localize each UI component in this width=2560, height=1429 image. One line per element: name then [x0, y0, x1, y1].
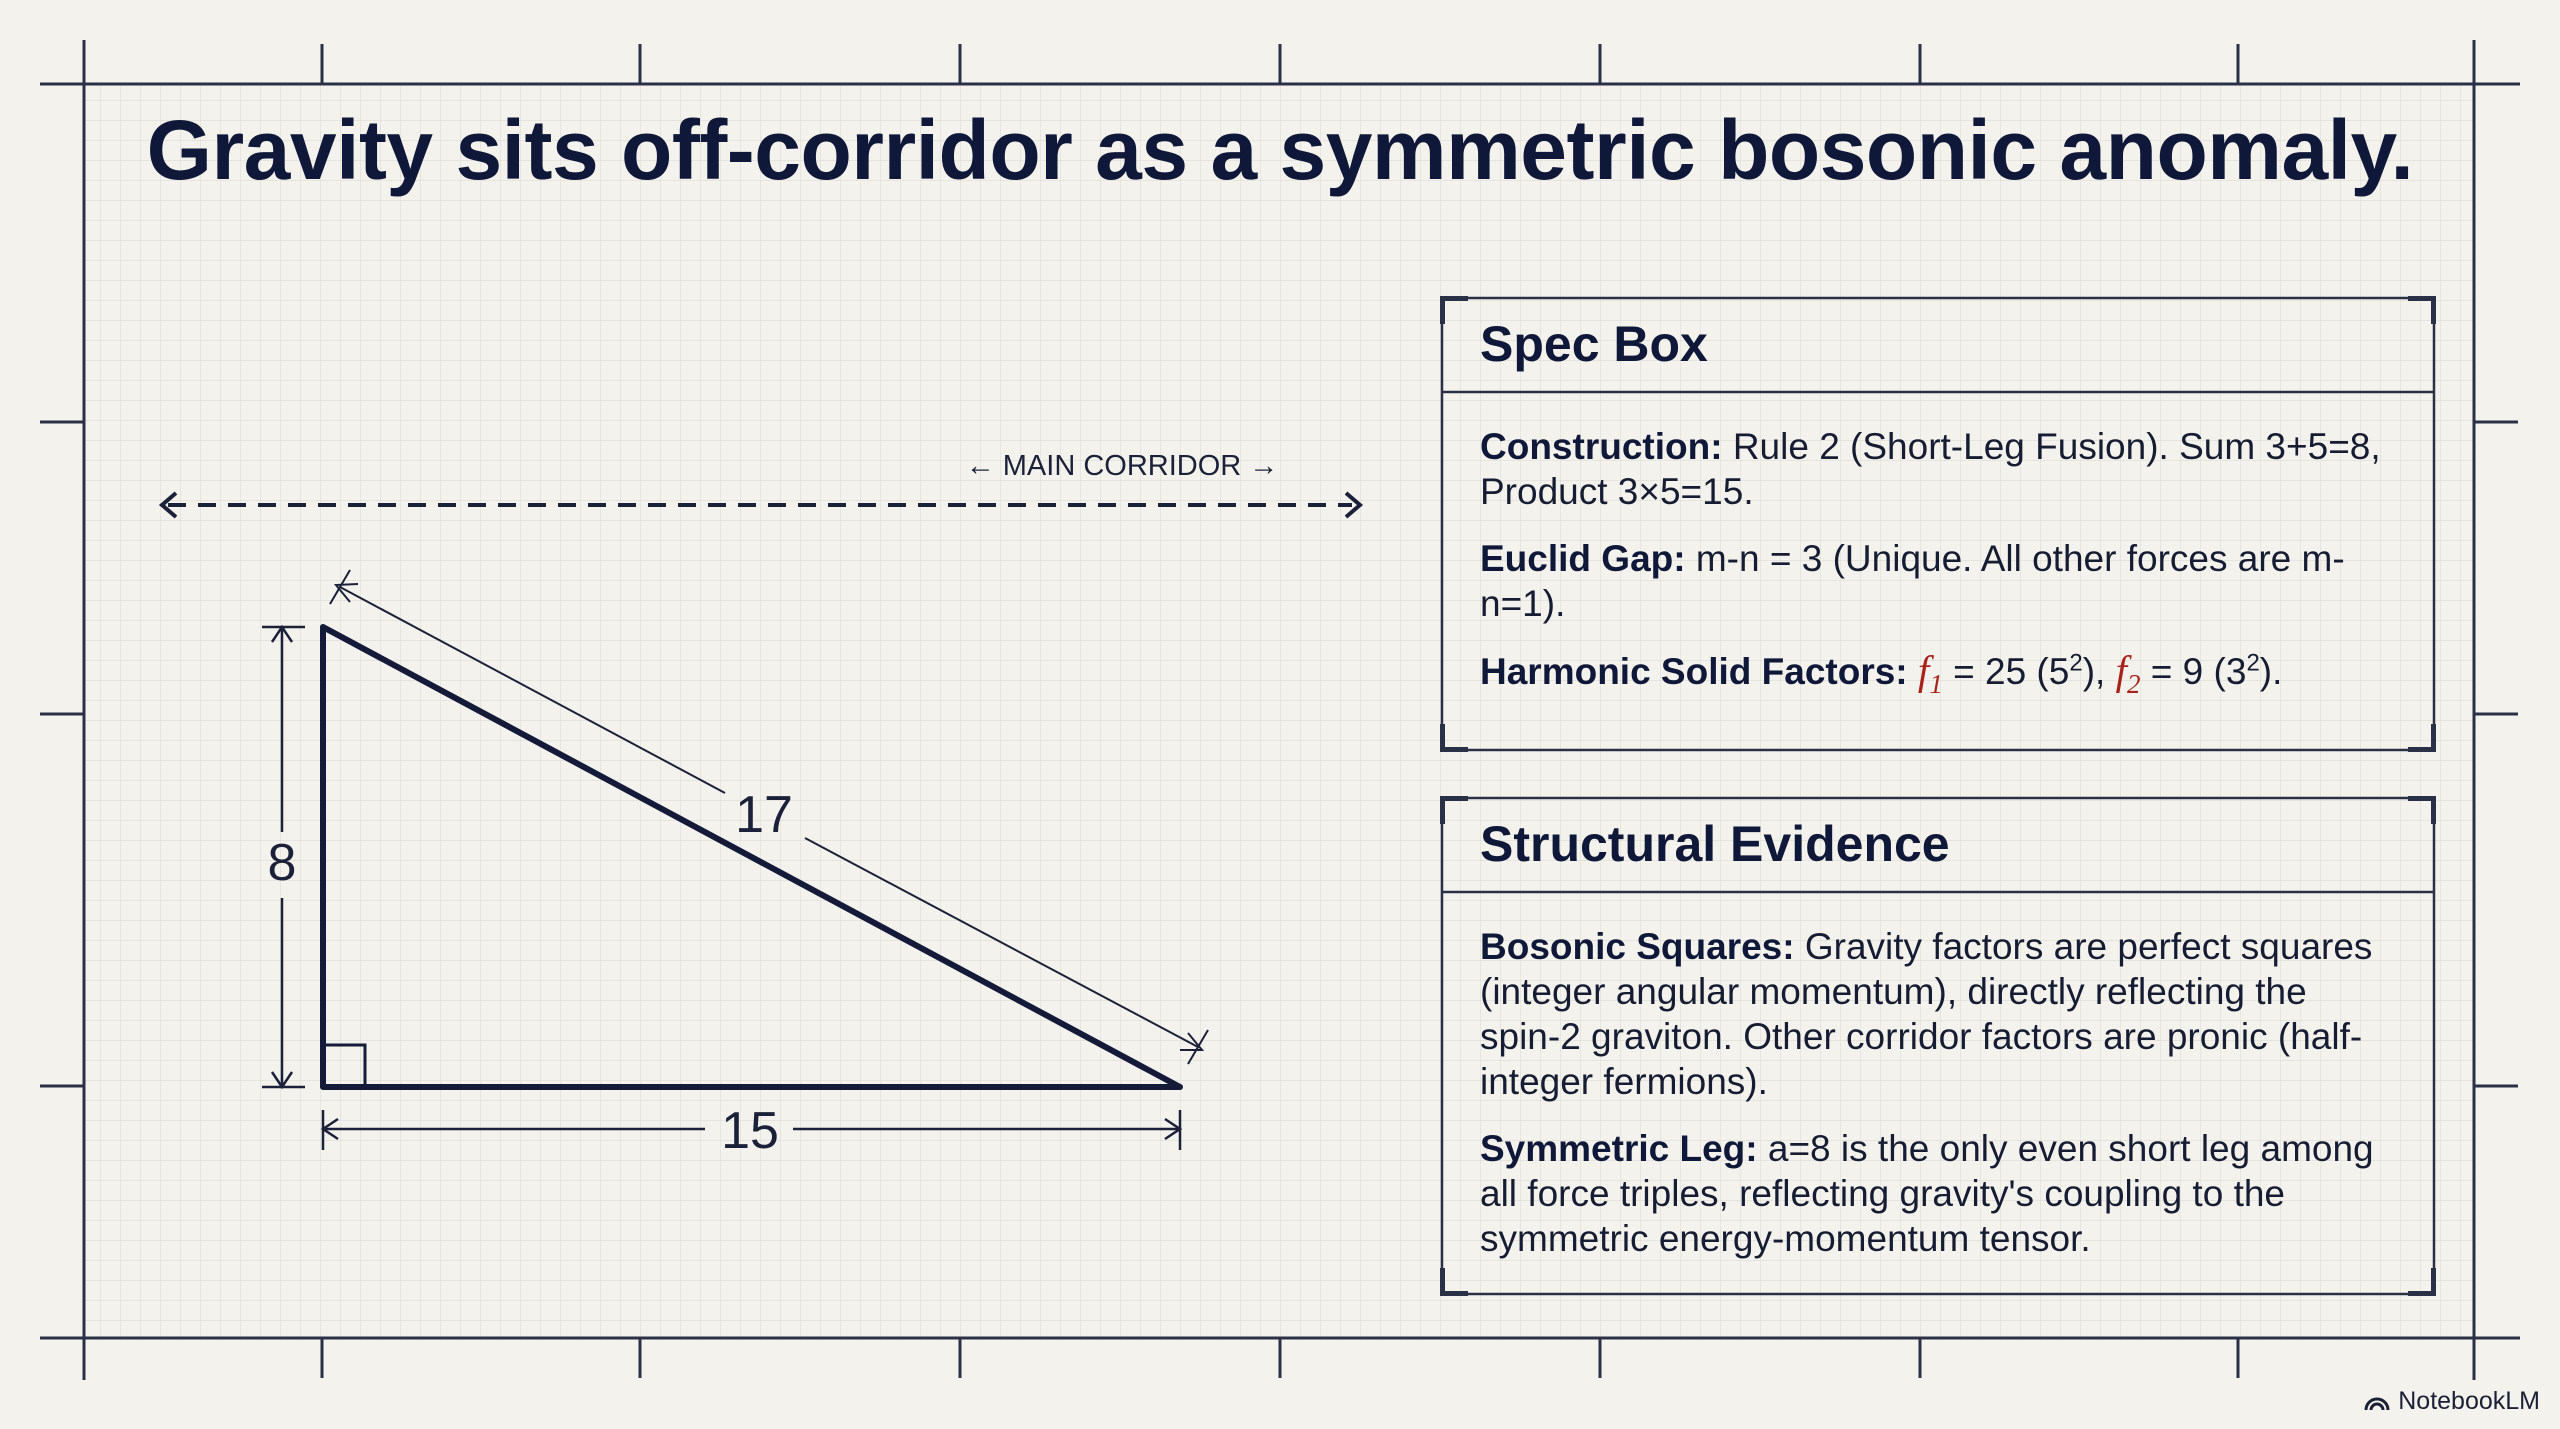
frame-tick-marks: [40, 44, 2518, 1378]
f1-value: = 25 (5: [1953, 651, 2070, 692]
f1-exponent: 2: [2069, 649, 2083, 677]
bosonic-squares-label: Bosonic Squares:: [1480, 926, 1795, 967]
main-corridor-label: ← MAIN CORRIDOR →: [966, 450, 1279, 482]
harmonic-label: Harmonic Solid Factors:: [1480, 651, 1908, 692]
main-corridor-arrow: [158, 491, 1364, 519]
bosonic-squares-entry: Bosonic Squares: Gravity factors are per…: [1480, 924, 2396, 1104]
construction-entry: Construction: Rule 2 (Short-Leg Fusion).…: [1480, 424, 2396, 514]
f1-symbol: f1: [1917, 647, 1943, 700]
f2-close: ).: [2259, 651, 2283, 692]
side-label-8: 8: [268, 834, 297, 892]
euclid-gap-entry: Euclid Gap: m-n = 3 (Unique. All other f…: [1480, 536, 2396, 626]
hypotenuse-dimension-line: [329, 569, 1209, 1065]
f2-symbol: f2: [2115, 647, 2141, 700]
evidence-box-heading: Structural Evidence: [1480, 816, 1950, 872]
vertical-dimension-line: [262, 624, 305, 1090]
right-angle-marker: [321, 1043, 367, 1089]
notebooklm-icon: [2364, 1397, 2390, 1410]
side-label-17: 17: [735, 786, 793, 844]
f1-close: ),: [2082, 651, 2106, 692]
spec-box-heading: Spec Box: [1480, 316, 1708, 372]
bosonic-squares-text: Gravity factors are perfect squares (int…: [1480, 926, 2373, 1102]
spec-box: Spec Box Construction: Rule 2 (Short-Leg…: [1440, 296, 2436, 752]
euclid-gap-text: m-n = 3 (Unique. All other forces are m-…: [1480, 538, 2345, 624]
construction-text: Rule 2 (Short-Leg Fusion). Sum 3+5=8, Pr…: [1480, 426, 2381, 512]
brand-name: NotebookLM: [2398, 1387, 2540, 1415]
euclid-gap-label: Euclid Gap:: [1480, 538, 1686, 579]
symmetric-leg-entry: Symmetric Leg: a=8 is the only even shor…: [1480, 1126, 2396, 1261]
side-label-15: 15: [721, 1102, 779, 1160]
right-triangle: [320, 624, 1183, 1090]
horizontal-dimension-line: [320, 1110, 1183, 1150]
structural-evidence-box: Structural Evidence Bosonic Squares: Gra…: [1440, 796, 2436, 1296]
page-title: Gravity sits off-corridor as a symmetric…: [146, 103, 2414, 197]
harmonic-factors-entry: Harmonic Solid Factors: f1 = 25 (52), f2…: [1480, 648, 2396, 707]
symmetric-leg-label: Symmetric Leg:: [1480, 1128, 1758, 1169]
f2-exponent: 2: [2246, 649, 2260, 677]
f2-value: = 9 (3: [2150, 651, 2247, 692]
notebooklm-logo: NotebookLM: [2364, 1387, 2540, 1416]
construction-label: Construction:: [1480, 426, 1723, 467]
symmetric-leg-text: a=8 is the only even short leg among all…: [1480, 1128, 2374, 1259]
